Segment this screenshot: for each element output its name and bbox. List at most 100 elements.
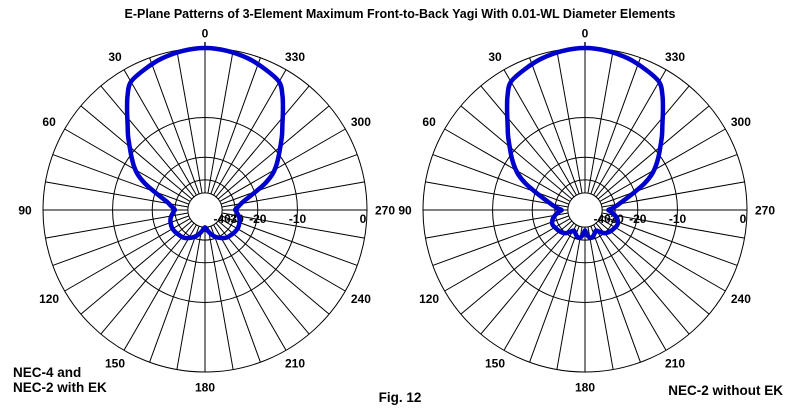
grid-spoke [601, 212, 745, 239]
angle-label: 180 [575, 380, 595, 394]
grid-spoke [213, 224, 287, 351]
angle-label: 270 [375, 203, 395, 217]
grid-spoke [432, 215, 570, 266]
grid-spoke [64, 218, 191, 292]
pattern-curve [124, 45, 286, 241]
grid-spoke [217, 105, 330, 200]
angle-label: 90 [398, 203, 412, 217]
db-label: -10 [289, 212, 307, 226]
grid-spoke [599, 128, 726, 202]
grid-spoke [460, 220, 573, 315]
grid-spoke [425, 181, 569, 208]
grid-spoke [100, 222, 195, 335]
grid-spoke [207, 50, 234, 194]
grid-spoke [210, 225, 261, 363]
grid-spoke [597, 220, 710, 315]
angle-label: 210 [285, 357, 305, 371]
grid-spoke [432, 154, 570, 205]
db-label: -10 [669, 212, 687, 226]
db-label: 0 [360, 212, 367, 226]
grid-spoke [587, 226, 614, 370]
polar-plot-right-svg: 03060901201501802102402703003300-10-20-3… [398, 26, 775, 394]
angle-label: 150 [485, 357, 505, 371]
grid-spoke [444, 128, 571, 202]
angle-label: 30 [488, 50, 502, 64]
db-label: 0 [740, 212, 747, 226]
angle-label: 150 [105, 357, 125, 371]
grid-spoke [80, 220, 193, 315]
grid-spoke [45, 212, 189, 239]
grid-spoke [213, 69, 287, 196]
grid-spoke [221, 181, 365, 208]
grid-spoke [556, 226, 583, 370]
grid-spoke [597, 105, 710, 200]
grid-spoke [593, 224, 667, 351]
grid-spoke [556, 50, 583, 194]
grid-spoke [600, 154, 738, 205]
angle-label: 120 [419, 292, 439, 306]
grid-spoke [425, 212, 569, 239]
angle-label: 180 [195, 380, 215, 394]
angle-label: 240 [351, 292, 371, 306]
angle-label: 30 [108, 50, 122, 64]
angle-label: 120 [39, 292, 59, 306]
grid-spoke [64, 128, 191, 202]
grid-spoke [503, 69, 577, 196]
grid-spoke [444, 218, 571, 292]
db-label: -20 [629, 212, 647, 226]
grid-spoke [595, 85, 690, 198]
figure-number: Fig. 12 [378, 390, 422, 405]
grid-spoke [219, 128, 346, 202]
grid-spoke [599, 218, 726, 292]
angle-label: 90 [18, 203, 32, 217]
angle-label: 210 [665, 357, 685, 371]
angle-label: 60 [42, 115, 56, 129]
pattern-curve [504, 45, 666, 241]
grid-spoke [80, 105, 193, 200]
grid-spoke [590, 57, 641, 195]
grid-spoke [123, 224, 197, 351]
grid-spoke [600, 215, 738, 266]
grid-spoke [52, 154, 190, 205]
grid-spoke [100, 85, 195, 198]
grid-spoke [529, 57, 580, 195]
grid-spoke [45, 181, 189, 208]
grid-spoke [590, 225, 641, 363]
caption-left: NEC-4 and NEC-2 with EK [13, 365, 107, 395]
angle-label: 240 [731, 292, 751, 306]
grid-spoke [503, 224, 577, 351]
grid-spoke [529, 225, 580, 363]
angle-label: 330 [285, 50, 305, 64]
polar-plot-left: 0 30 60 90 120 150 180 210 240 270 300 330 0 -10 -20 -3… [15, 20, 405, 410]
angle-label: 330 [665, 50, 685, 64]
db-label: -40 [594, 212, 612, 226]
angle-label: 60 [422, 115, 436, 129]
grid-spoke [595, 222, 690, 335]
grid-spoke [601, 181, 745, 208]
grid-spoke [123, 69, 197, 196]
grid-spoke [149, 225, 200, 363]
grid-spoke [219, 218, 346, 292]
grid-spoke [593, 69, 667, 196]
grid-spoke [210, 57, 261, 195]
polar-plot-right: 0 30 60 90 120 150 180 210 240 270 300 330 0 -10 -20 -3… [395, 20, 785, 410]
grid-spoke [149, 57, 200, 195]
db-label: -20 [249, 212, 267, 226]
figure-title: E-Plane Patterns of 3-Element Maximum Fr… [124, 7, 676, 21]
angle-label: 270 [755, 203, 775, 217]
grid-spoke [215, 222, 310, 335]
grid-spoke [220, 154, 358, 205]
grid-spoke [52, 215, 190, 266]
angle-label: 300 [351, 115, 371, 129]
angle-label: 0 [202, 26, 209, 40]
angle-label: 0 [582, 26, 589, 40]
grid-spoke [207, 226, 234, 370]
grid-spoke [217, 220, 330, 315]
grid-spoke [587, 50, 614, 194]
grid-spoke [480, 85, 575, 198]
grid-spoke [220, 215, 358, 266]
db-label: -40 [214, 212, 232, 226]
caption-left-line1: NEC-4 and [13, 365, 82, 380]
polar-plot-left-svg: 03060901201501802102402703003300-10-20-3… [18, 26, 395, 394]
